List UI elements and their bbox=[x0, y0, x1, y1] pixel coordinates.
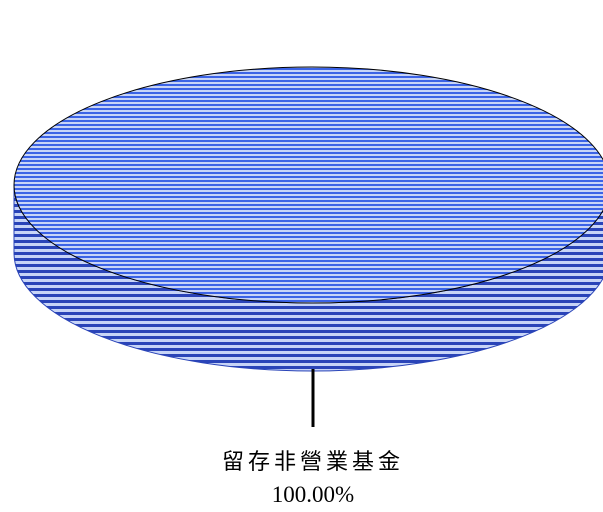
slice-label: 留存非營業基金 bbox=[222, 450, 404, 475]
slice-percent-label: 100.00% bbox=[272, 482, 354, 507]
pie-group bbox=[13, 66, 603, 372]
pie-slice-top bbox=[13, 66, 603, 304]
